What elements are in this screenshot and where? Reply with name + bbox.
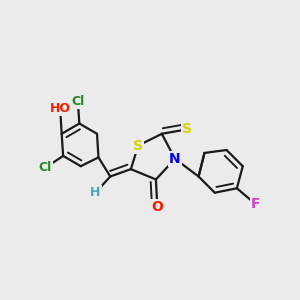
Text: N: N <box>169 152 181 166</box>
Text: Cl: Cl <box>39 161 52 174</box>
Text: O: O <box>152 200 163 214</box>
Text: S: S <box>182 122 192 136</box>
Text: HO: HO <box>50 102 71 115</box>
Text: Cl: Cl <box>71 95 85 108</box>
Text: S: S <box>133 139 143 153</box>
Text: H: H <box>90 186 101 199</box>
Text: F: F <box>251 197 261 212</box>
